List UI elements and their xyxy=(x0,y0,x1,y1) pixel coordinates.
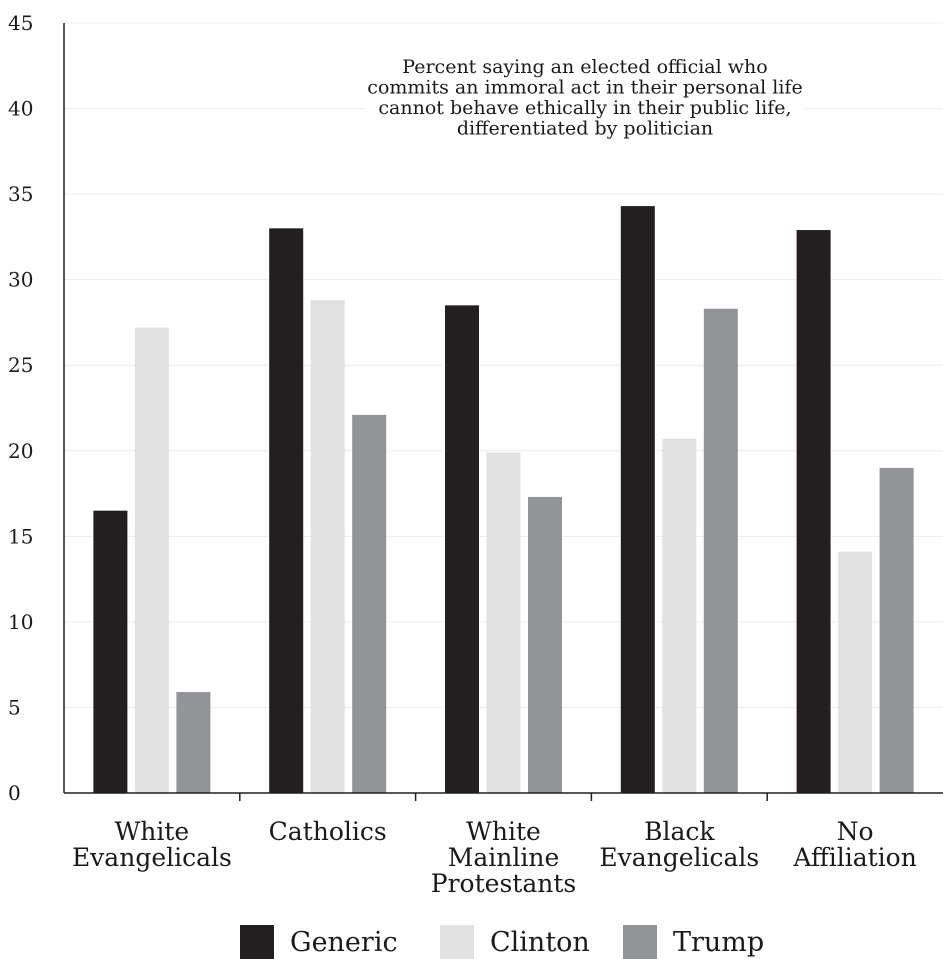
chart-title-line: differentiated by politician xyxy=(457,118,713,140)
bar-clinton-4 xyxy=(662,438,697,793)
bar-trump-2 xyxy=(352,414,387,793)
bar-trump-1 xyxy=(176,692,211,793)
bar-generic-1 xyxy=(93,510,128,793)
y-tick-label: 35 xyxy=(8,182,33,206)
legend-swatch-trump xyxy=(623,925,657,959)
category-label: Evangelicals xyxy=(599,843,759,872)
legend-label-clinton: Clinton xyxy=(490,927,590,958)
y-tick-label: 20 xyxy=(8,439,33,463)
bars xyxy=(93,206,914,794)
category-label: Evangelicals xyxy=(72,843,232,872)
bar-trump-5 xyxy=(879,467,914,793)
bar-trump-4 xyxy=(703,308,738,793)
gridlines xyxy=(64,22,943,708)
category-label: White xyxy=(466,817,541,846)
y-tick-label: 15 xyxy=(8,524,33,548)
bar-clinton-1 xyxy=(134,327,169,793)
category-label: Catholics xyxy=(269,817,387,846)
chart-title: Percent saying an elected official whoco… xyxy=(365,56,805,140)
bar-generic-2 xyxy=(269,228,304,794)
y-tick-label: 45 xyxy=(8,11,33,35)
title-background xyxy=(398,57,772,79)
bar-trump-3 xyxy=(528,496,562,793)
title-background xyxy=(445,118,725,140)
chart-title-line: commits an immoral act in their personal… xyxy=(367,77,802,99)
category-label: Black xyxy=(644,817,715,846)
bar-clinton-2 xyxy=(310,300,345,793)
category-label: Protestants xyxy=(431,869,576,898)
category-label: White xyxy=(115,817,190,846)
title-background xyxy=(365,77,805,99)
axes xyxy=(63,23,943,801)
bar-clinton-5 xyxy=(838,551,873,793)
bar-clinton-3 xyxy=(486,452,521,793)
y-tick-label: 30 xyxy=(8,268,33,292)
legend-swatch-clinton xyxy=(440,925,474,959)
title-background xyxy=(365,98,805,120)
bar-generic-5 xyxy=(796,230,831,794)
chart-title-line: Percent saying an elected official who xyxy=(402,56,767,78)
legend: Generic Clinton Trump xyxy=(240,925,764,959)
y-axis-ticks: 0 5 10 15 20 25 30 35 40 45 xyxy=(8,11,33,805)
category-label: Affiliation xyxy=(792,843,916,872)
y-tick-label: 40 xyxy=(8,97,33,121)
chart-title-line: cannot behave ethically in their public … xyxy=(378,97,791,119)
legend-label-generic: Generic xyxy=(290,927,398,958)
category-label: Mainline xyxy=(448,843,560,872)
y-tick-label: 0 xyxy=(8,781,21,805)
legend-swatch-generic xyxy=(240,925,274,959)
bar-generic-4 xyxy=(620,206,655,794)
category-label: No xyxy=(837,817,874,846)
y-tick-label: 5 xyxy=(8,695,21,719)
y-tick-label: 25 xyxy=(8,353,33,377)
legend-label-trump: Trump xyxy=(673,927,764,958)
y-tick-label: 10 xyxy=(8,610,33,634)
bar-generic-3 xyxy=(445,305,479,793)
